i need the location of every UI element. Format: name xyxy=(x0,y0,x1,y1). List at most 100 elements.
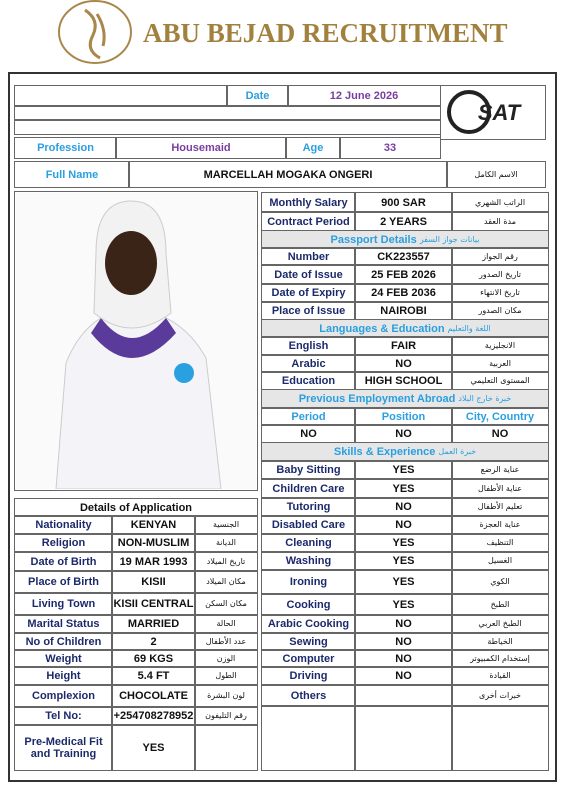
field-value: KISII CENTRAL xyxy=(111,592,196,616)
field-label: Others xyxy=(261,684,356,707)
heading-arabic: خبرة العمل xyxy=(438,447,477,456)
field-arabic: الكوي xyxy=(451,569,549,595)
field-arabic: الغسيل xyxy=(451,551,549,571)
field-arabic: الانجليزية xyxy=(451,336,549,356)
field-value: KENYAN xyxy=(111,515,196,535)
field-arabic: خبرات أخرى xyxy=(451,684,549,707)
field-label: Date of Issue xyxy=(261,264,356,285)
form-border xyxy=(8,72,557,782)
field-label: Sewing xyxy=(261,632,356,651)
field-value: NO xyxy=(354,614,453,634)
field-value: YES xyxy=(354,569,453,595)
section-heading: Languages & Education اللغة والتعليم xyxy=(261,319,549,338)
field-arabic xyxy=(194,724,258,771)
heading-text: Details of Application xyxy=(79,501,193,514)
age-label: Age xyxy=(285,137,341,159)
field-arabic: رقم التليفون xyxy=(194,706,258,726)
field-label: Children Care xyxy=(261,478,356,499)
full-name-arabic: الاسم الكامل xyxy=(446,161,546,188)
field-value: YES xyxy=(111,724,196,771)
field-label: Pre-Medical Fit and Training xyxy=(14,724,113,771)
field-label: Arabic Cooking xyxy=(261,614,356,634)
sat-logo: SAT xyxy=(447,90,522,134)
cell xyxy=(354,705,453,771)
section-heading: Previous Employment Abroad خبرة خارج البل… xyxy=(261,389,549,409)
field-arabic: الراتب الشهري xyxy=(451,192,549,213)
field-arabic: الطبخ العربي xyxy=(451,614,549,634)
field-value: NO xyxy=(354,497,453,517)
field-value: NON-MUSLIM xyxy=(111,533,196,553)
column-cell: NO xyxy=(354,424,453,444)
field-arabic: عناية العجزة xyxy=(451,515,549,535)
field-label: Driving xyxy=(261,666,356,686)
field-label: Complexion xyxy=(14,684,113,708)
section-heading: Skills & Experience خبرة العمل xyxy=(261,442,549,462)
field-label: Arabic xyxy=(261,354,356,373)
field-label: Place of Issue xyxy=(261,301,356,321)
field-label: Monthly Salary xyxy=(261,192,356,213)
field-value xyxy=(354,684,453,707)
field-arabic: تاريخ الصدور xyxy=(451,264,549,285)
field-label: Number xyxy=(261,247,356,266)
field-label: No of Children xyxy=(14,632,113,651)
field-label: Cleaning xyxy=(261,533,356,553)
column-cell: NO xyxy=(451,424,549,444)
date-value: 12 June 2026 xyxy=(287,85,441,107)
sat-logo-text: SAT xyxy=(478,100,522,125)
heading-arabic: خبرة خارج البلاد xyxy=(458,394,512,403)
field-label: Marital Status xyxy=(14,614,113,634)
field-label: Height xyxy=(14,666,113,686)
field-label: Baby Sitting xyxy=(261,460,356,480)
field-label: Weight xyxy=(14,649,113,668)
field-label: Disabled Care xyxy=(261,515,356,535)
field-arabic: تاريخ الميلاد xyxy=(194,551,258,572)
photo xyxy=(16,193,256,489)
field-value: +254708278952 xyxy=(111,706,196,726)
field-value: 2 xyxy=(111,632,196,651)
heading-arabic: بيانات جواز السفر xyxy=(419,234,480,244)
field-value: 900 SAR xyxy=(354,192,453,213)
heading-text: Passport Details xyxy=(330,233,417,246)
field-label: Education xyxy=(261,371,356,391)
field-arabic: الحالة xyxy=(194,614,258,634)
field-label: Washing xyxy=(261,551,356,571)
company-title: ABU BEJAD RECRUITMENT xyxy=(143,18,508,48)
photo-cell xyxy=(14,191,258,491)
section-heading: Details of Application xyxy=(14,498,258,517)
field-arabic: الخياطة xyxy=(451,632,549,651)
cell xyxy=(14,85,228,107)
full-name-label: Full Name xyxy=(14,161,130,188)
column-cell: NO xyxy=(261,424,356,444)
field-value: 2 YEARS xyxy=(354,211,453,232)
field-value: NO xyxy=(354,515,453,535)
field-arabic: مكان السكن xyxy=(194,592,258,616)
field-arabic: القيادة xyxy=(451,666,549,686)
field-arabic: الطول xyxy=(194,666,258,686)
field-arabic: الديانة xyxy=(194,533,258,553)
field-value: NO xyxy=(354,666,453,686)
field-label: Cooking xyxy=(261,593,356,616)
field-arabic: عناية الرضع xyxy=(451,460,549,480)
field-arabic: إستخدام الكمبيوتر xyxy=(451,649,549,668)
field-arabic: عدد الأطفال xyxy=(194,632,258,651)
field-arabic: عناية الأطفال xyxy=(451,478,549,499)
heading-arabic: اللغة والتعليم xyxy=(447,323,491,333)
field-value: FAIR xyxy=(354,336,453,356)
column-cell: Period xyxy=(261,407,356,426)
heading-text: Languages & Education xyxy=(319,322,445,335)
field-value: YES xyxy=(354,478,453,499)
cell xyxy=(261,705,356,771)
field-value: NO xyxy=(354,354,453,373)
field-arabic: العربية xyxy=(451,354,549,373)
field-arabic: تعليم الأطفال xyxy=(451,497,549,517)
field-value: YES xyxy=(354,533,453,553)
field-label: Living Town xyxy=(14,592,113,616)
field-arabic: مكان الصدور xyxy=(451,301,549,321)
logo-cell xyxy=(440,85,546,140)
field-value: YES xyxy=(354,593,453,616)
field-arabic: مدة العقد xyxy=(451,211,549,232)
date-label: Date xyxy=(226,85,289,107)
field-value: YES xyxy=(354,551,453,571)
field-arabic: الوزن xyxy=(194,649,258,668)
cell xyxy=(451,705,549,771)
